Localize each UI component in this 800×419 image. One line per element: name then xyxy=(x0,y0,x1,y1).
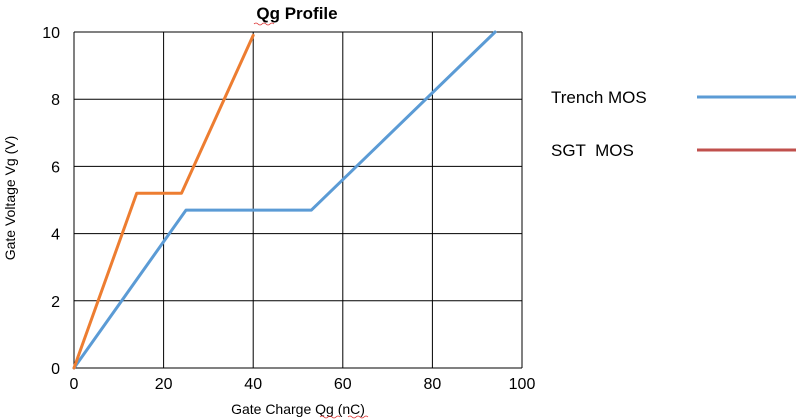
chart-title: Qg Profile xyxy=(256,4,337,23)
legend: Trench MOS SGT MOS xyxy=(551,88,796,160)
x-tick-label-2: 40 xyxy=(244,376,262,393)
legend-label-0: Trench MOS xyxy=(551,88,647,107)
spellcheck-underline xyxy=(253,22,275,26)
x-tick-label-0: 0 xyxy=(70,376,79,393)
y-tick-label-0: 0 xyxy=(51,361,60,378)
x-tick-label-3: 60 xyxy=(334,376,352,393)
y-tick-label-3: 6 xyxy=(51,159,60,176)
y-tick-labels: 0 2 4 6 8 10 xyxy=(42,25,60,378)
x-tick-labels: 0 20 40 60 80 100 xyxy=(70,376,536,393)
series-line-1 xyxy=(72,33,255,370)
y-tick-label-4: 8 xyxy=(51,92,60,109)
legend-label-1: SGT MOS xyxy=(551,141,634,160)
y-tick-label-2: 4 xyxy=(51,227,60,244)
x-tick-label-1: 20 xyxy=(155,376,173,393)
y-axis-label: Gate Voltage Vg (V) xyxy=(2,136,18,261)
spellcheck-underline-x xyxy=(319,415,369,419)
y-tick-label-5: 10 xyxy=(42,25,60,42)
series-lines xyxy=(72,30,497,370)
x-tick-label-4: 80 xyxy=(424,376,442,393)
x-tick-label-5: 100 xyxy=(509,376,536,393)
x-axis-label: Gate Charge Qg (nC) xyxy=(231,401,365,417)
grid xyxy=(73,31,523,369)
series-line-0 xyxy=(72,30,497,370)
y-tick-label-1: 2 xyxy=(51,294,60,311)
